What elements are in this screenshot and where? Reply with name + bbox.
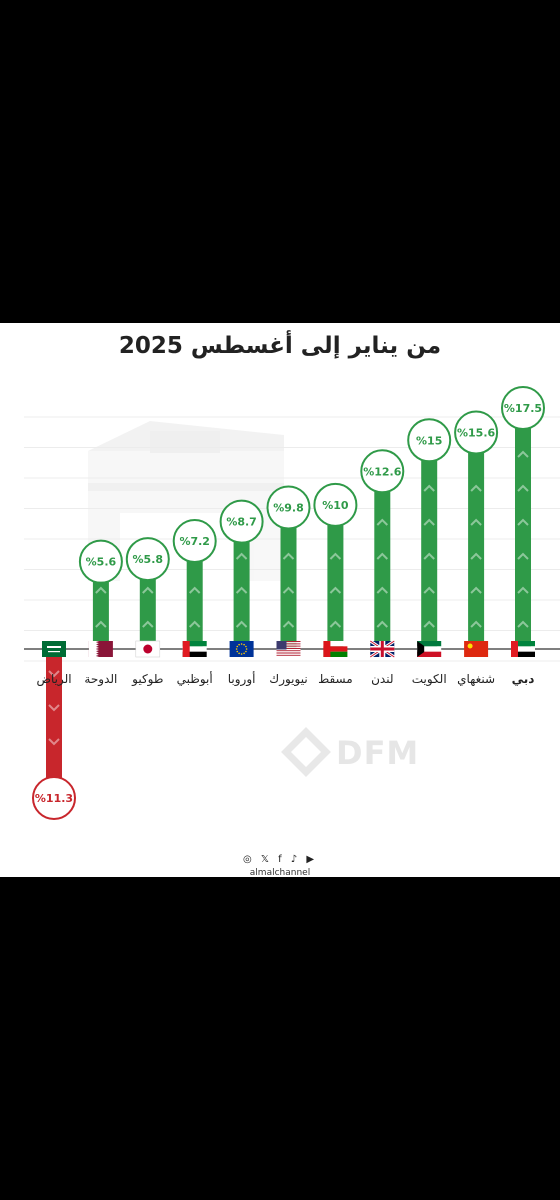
oman-flag: [323, 641, 348, 657]
kuwait-flag: [417, 641, 442, 657]
category-label: الكويت: [412, 672, 447, 687]
bar-arrow: [423, 586, 435, 594]
data-label: %11.3: [35, 792, 73, 805]
bar-arrow: [48, 670, 60, 678]
category-label: الرياض: [36, 672, 71, 687]
bar-arrow: [235, 586, 248, 594]
usa-flag: [276, 641, 301, 657]
bar: [421, 455, 438, 649]
value-circle: [219, 499, 264, 544]
social-icons[interactable]: ◎ 𝕏 f ♪ ▶: [242, 854, 318, 865]
value-circle: [313, 482, 358, 527]
value-circle: [125, 537, 170, 582]
bar-arrow: [329, 620, 342, 628]
chart-title: من يناير إلى أغسطس 2025: [118, 333, 442, 359]
bar-arrow: [95, 586, 107, 594]
bar-arrow: [517, 620, 529, 628]
category-label: مسقط: [318, 672, 353, 686]
category-label: لندن: [371, 672, 393, 686]
bar-arrow: [517, 518, 529, 526]
data-label: %7.2: [179, 535, 210, 548]
category-label: أبوظبي: [177, 671, 213, 687]
bar: [139, 574, 156, 649]
bar: [327, 519, 344, 649]
bar-arrow: [142, 586, 154, 594]
bar-arrow: [423, 518, 435, 526]
saudi-flag: [42, 641, 66, 657]
dfm-watermark-logo: DFM: [280, 726, 440, 778]
bar-arrow: [48, 738, 60, 746]
bar: [515, 423, 531, 649]
value-circle: [454, 410, 499, 455]
bar-arrow: [517, 552, 529, 560]
bar-arrow: [470, 620, 482, 628]
category-label: طوكيو: [131, 672, 163, 687]
chart: %17.5 دبي %15.6 شنغهاي %15 الكويت %12.6 لندن %10…: [24, 386, 560, 820]
bar-arrow: [423, 552, 435, 560]
bar: [468, 447, 485, 649]
bar-arrow: [376, 518, 389, 526]
bar-arrow: [470, 484, 482, 492]
data-label: %15.6: [457, 427, 496, 440]
bar-arrow: [282, 620, 295, 628]
bar-arrow: [48, 704, 60, 712]
bar: [280, 522, 297, 649]
data-label: %10: [322, 499, 349, 512]
bar-arrow: [188, 586, 201, 594]
infographic-panel: %17.5 دبي %15.6 شنغهاي %15 الكويت %12.6 لندن %10…: [0, 323, 560, 877]
bar-arrow: [470, 552, 482, 560]
value-circle: [266, 485, 311, 530]
bar-arrow: [95, 620, 107, 628]
category-label: شنغهاي: [457, 672, 495, 686]
bar-arrow: [517, 450, 529, 458]
uk-flag: [369, 639, 396, 659]
bar: [46, 649, 62, 783]
channel-handle[interactable]: almalchannel: [249, 868, 311, 877]
bar-arrow: [376, 620, 389, 628]
japan-flag: [135, 640, 161, 658]
china-flag: [464, 641, 489, 657]
bar-arrow: [329, 586, 342, 594]
value-circle: [501, 386, 545, 430]
bar-arrow: [235, 620, 248, 628]
bar-arrow: [282, 586, 295, 594]
bar: [233, 536, 250, 649]
data-label: %12.6: [363, 465, 402, 478]
bar-arrow: [376, 552, 389, 560]
data-label: %8.7: [226, 516, 257, 529]
bar-arrow: [235, 552, 248, 560]
bar-arrow: [517, 586, 529, 594]
bar-arrow: [376, 586, 389, 594]
value-circle: [172, 519, 217, 564]
qatar-flag: [88, 641, 113, 657]
data-label: %17.5: [504, 402, 542, 415]
bar-arrow: [282, 552, 295, 560]
category-label: أوروبا: [228, 671, 256, 687]
bar-arrow: [470, 518, 482, 526]
uae-flag: [182, 641, 207, 657]
category-label: دبي: [512, 672, 535, 686]
bar-arrow: [188, 620, 201, 628]
category-label: الدوحة: [84, 672, 117, 687]
bar: [92, 576, 109, 649]
eu-flag: [229, 641, 254, 657]
value-circle: [407, 418, 452, 463]
data-label: %5.8: [133, 553, 164, 566]
bar: [374, 486, 391, 649]
bar: [186, 556, 203, 649]
data-label: %9.8: [273, 501, 304, 514]
value-circle: [360, 449, 405, 494]
value-circle: [78, 539, 123, 584]
bar-arrow: [423, 484, 435, 492]
bar-arrow: [329, 552, 342, 560]
uae-flag: [511, 641, 535, 657]
value-circle: [32, 776, 76, 820]
bar-arrow: [470, 586, 482, 594]
bar-arrow: [142, 620, 154, 628]
data-label: %5.6: [86, 556, 117, 569]
category-label: نيويورك: [269, 672, 307, 687]
bar-arrow: [517, 484, 529, 492]
data-label: %15: [416, 434, 442, 447]
bar-arrow: [423, 620, 435, 628]
